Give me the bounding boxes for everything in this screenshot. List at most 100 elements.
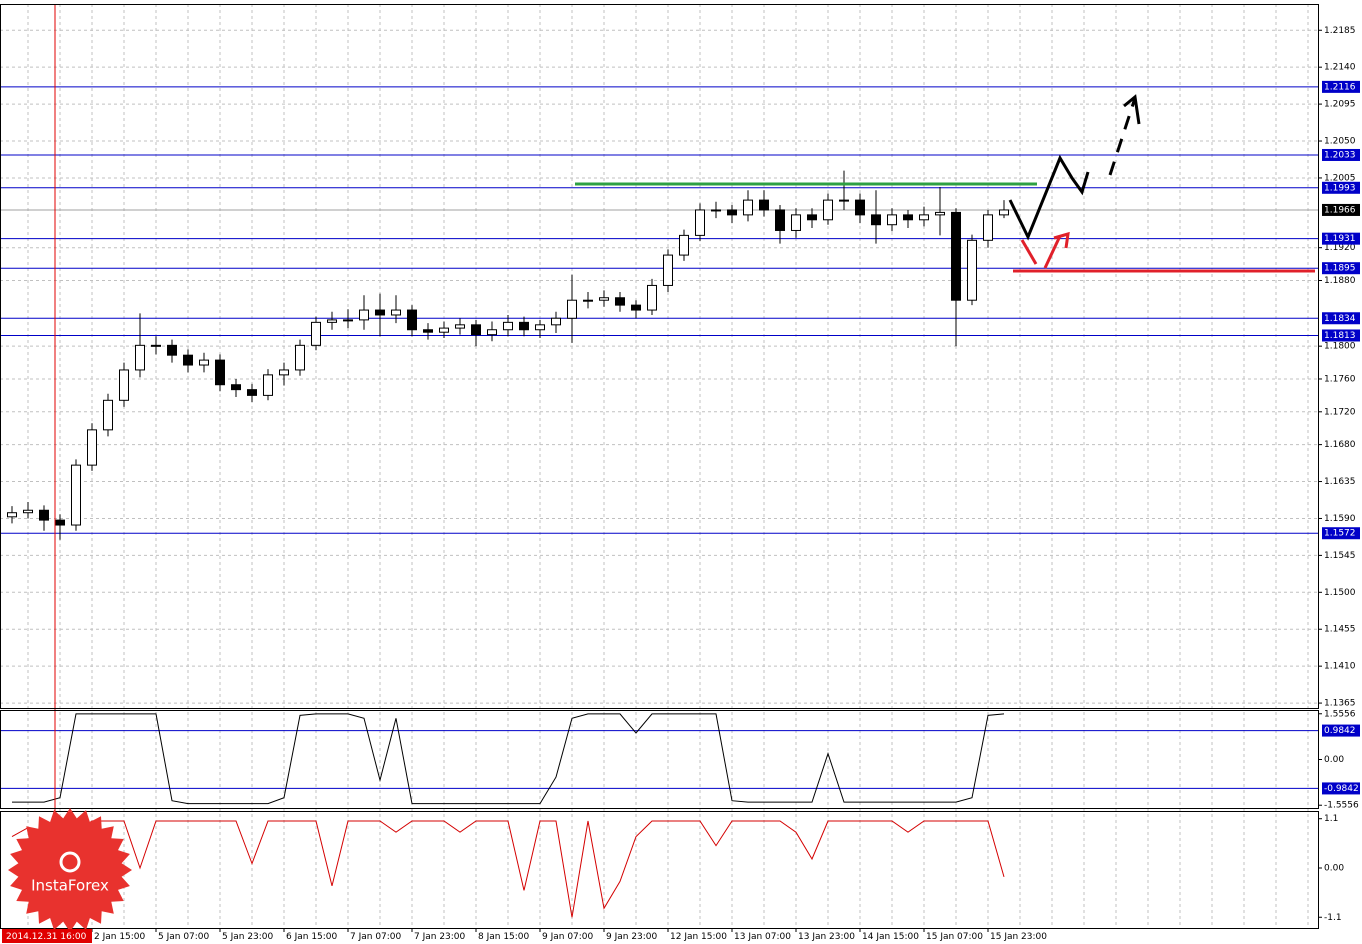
y-tick-label: 1.1 bbox=[1324, 814, 1338, 824]
level-label-box bbox=[1322, 181, 1360, 194]
y-tick-label: 1.2050 bbox=[1324, 137, 1356, 147]
candle-body bbox=[311, 321, 321, 346]
candle-body bbox=[871, 214, 881, 226]
candle-body bbox=[727, 209, 737, 216]
candle-body bbox=[455, 324, 465, 329]
x-tick-label: 13 Jan 07:00 bbox=[734, 932, 791, 942]
forecast-path bbox=[1008, 154, 1090, 241]
candle-body bbox=[999, 209, 1009, 216]
candle-body bbox=[167, 344, 177, 356]
candle-body bbox=[295, 344, 305, 371]
candle-body bbox=[823, 199, 833, 221]
y-tick-label: 1.1920 bbox=[1324, 243, 1356, 253]
level-label: -0.9842 bbox=[1324, 784, 1359, 794]
x-tick-label: 13 Jan 23:00 bbox=[798, 932, 855, 942]
candle-body bbox=[647, 284, 657, 311]
candle-body bbox=[951, 211, 961, 301]
candle-body bbox=[135, 344, 145, 371]
y-tick-label: 1.1410 bbox=[1324, 662, 1356, 672]
level-label-box bbox=[1322, 262, 1360, 275]
candle-body bbox=[567, 299, 577, 319]
level-label: 1.1931 bbox=[1324, 234, 1356, 244]
x-tick-label: 8 Jan 15:00 bbox=[478, 932, 530, 942]
candle-body bbox=[23, 509, 33, 514]
candle-body bbox=[615, 297, 625, 306]
forecast-dashed bbox=[1108, 97, 1137, 176]
x-tick-label: 5 Jan 23:00 bbox=[222, 932, 274, 942]
candle-body bbox=[119, 369, 129, 401]
x-tick-label: 7 Jan 23:00 bbox=[414, 932, 466, 942]
candle-body bbox=[775, 209, 785, 231]
x-tick-label: 14 Jan 15:00 bbox=[862, 932, 919, 942]
candle-body bbox=[343, 319, 353, 322]
y-tick-label: 1.1590 bbox=[1324, 514, 1356, 524]
candle-body bbox=[439, 327, 449, 333]
candle-body bbox=[151, 344, 161, 347]
panel-borders bbox=[0, 4, 1319, 929]
level-label-box bbox=[1322, 724, 1360, 737]
y-tick-label: 1.2095 bbox=[1324, 100, 1356, 110]
candle-body bbox=[7, 512, 17, 518]
y-tick-label: -1.1 bbox=[1324, 913, 1342, 923]
indicator-line bbox=[12, 713, 1005, 805]
candle-body bbox=[887, 214, 897, 226]
x-tick-label: 9 Jan 07:00 bbox=[542, 932, 594, 942]
level-label-box bbox=[1322, 148, 1360, 161]
candle-body bbox=[759, 199, 769, 211]
candle-body bbox=[743, 199, 753, 216]
x-tick-label: 6 Jan 15:00 bbox=[286, 932, 338, 942]
y-tick-label: 1.2005 bbox=[1324, 173, 1356, 183]
x-tick-label: 7 Jan 07:00 bbox=[350, 932, 402, 942]
candle-body bbox=[983, 214, 993, 241]
candle-body bbox=[711, 209, 721, 212]
candle-body bbox=[87, 429, 97, 466]
level-label-box bbox=[1322, 80, 1360, 93]
x-tick-label: 2 Jan 15:00 bbox=[94, 932, 146, 942]
level-label: 1.1834 bbox=[1324, 314, 1356, 324]
marks: 1.21851.21401.20951.20501.20051.19201.18… bbox=[0, 26, 1360, 942]
y-tick-label: 1.1545 bbox=[1324, 551, 1356, 561]
candle-body bbox=[551, 317, 561, 326]
candle-body bbox=[231, 384, 241, 391]
marker-label-box bbox=[2, 929, 92, 943]
level-label-box bbox=[1322, 329, 1360, 342]
candle-body bbox=[423, 329, 433, 333]
candle-body bbox=[599, 297, 609, 301]
candle-body bbox=[695, 209, 705, 236]
y-tick-label: 0.00 bbox=[1324, 755, 1344, 765]
candle-body bbox=[855, 199, 865, 216]
candle-body bbox=[55, 519, 65, 526]
candle-body bbox=[359, 309, 369, 321]
x-tick-label: 15 Jan 07:00 bbox=[926, 932, 983, 942]
forecast-arrowhead bbox=[1123, 94, 1141, 125]
level-label: 1.2033 bbox=[1324, 150, 1356, 160]
candle-body bbox=[503, 321, 513, 331]
candle-body bbox=[663, 254, 673, 286]
candle-body bbox=[103, 399, 113, 431]
candle-body bbox=[935, 211, 945, 216]
candle-body bbox=[279, 369, 289, 376]
candle-body bbox=[631, 304, 641, 311]
y-tick-label: -1.5556 bbox=[1324, 801, 1359, 811]
y-tick-label: 1.1680 bbox=[1324, 440, 1356, 450]
level-label-box bbox=[1322, 782, 1360, 795]
level-label-box bbox=[1322, 312, 1360, 325]
alt-path-up bbox=[1043, 235, 1062, 269]
y-tick-label: 1.5556 bbox=[1324, 709, 1356, 719]
candle-body bbox=[487, 329, 497, 336]
alt-arrowhead bbox=[1053, 231, 1070, 249]
current-price-label: 1.1966 bbox=[1324, 205, 1356, 215]
y-tick-label: 1.1800 bbox=[1324, 342, 1356, 352]
logo: InstaForex bbox=[8, 808, 132, 932]
candle-body bbox=[375, 309, 385, 316]
candle-body bbox=[583, 299, 593, 302]
y-tick-label: 1.1365 bbox=[1324, 699, 1356, 709]
y-tick-label: 1.2140 bbox=[1324, 63, 1356, 73]
y-tick-label: 1.1880 bbox=[1324, 276, 1356, 286]
y-tick-label: 0.00 bbox=[1324, 863, 1344, 873]
level-label: 1.1895 bbox=[1324, 264, 1356, 274]
candle-body bbox=[919, 214, 929, 221]
logo-text: InstaForex bbox=[31, 877, 109, 895]
